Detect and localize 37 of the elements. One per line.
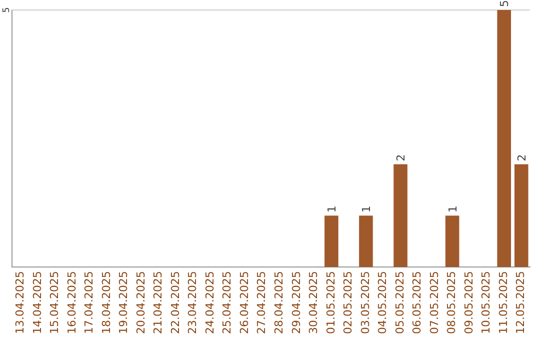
x-tick-label: 14.04.2025 <box>30 271 44 334</box>
x-tick-label: 15.04.2025 <box>48 271 62 334</box>
data-label: 2 <box>515 154 528 162</box>
x-tick-label: 29.04.2025 <box>290 271 303 334</box>
x-tick-label: 19.04.2025 <box>117 271 130 334</box>
x-tick-label: 24.04.2025 <box>203 271 216 334</box>
x-tick-label: 18.04.2025 <box>100 271 113 334</box>
x-tick-label: 30.04.2025 <box>307 271 320 334</box>
data-label: 2 <box>394 154 408 162</box>
x-tick-label: 04.05.2025 <box>376 271 390 334</box>
x-tick-label: 03.05.2025 <box>358 271 372 334</box>
data-label: 1 <box>325 206 338 213</box>
x-tick-label: 07.05.2025 <box>428 271 441 334</box>
x-tick-label: 10.05.2025 <box>480 271 493 334</box>
x-tick-label: 26.04.2025 <box>238 271 251 334</box>
x-tick-label: 25.04.2025 <box>220 271 234 334</box>
x-tick-label: 20.04.2025 <box>134 271 148 334</box>
x-tick-label: 01.05.2025 <box>324 271 338 334</box>
x-tick-label: 28.04.2025 <box>272 271 286 334</box>
x-tick-label: 22.04.2025 <box>168 271 182 334</box>
x-tick-label: 11.05.2025 <box>496 271 510 334</box>
x-tick-label: 21.04.2025 <box>152 271 165 334</box>
data-label: 5 <box>498 0 512 7</box>
x-tick-label: 06.05.2025 <box>410 271 424 334</box>
x-tick-label: 02.05.2025 <box>342 271 355 334</box>
ref-line-label: 5 <box>2 7 12 13</box>
x-tick-label: 17.04.2025 <box>82 271 96 334</box>
x-tick-label: 08.05.2025 <box>445 271 458 334</box>
x-tick-label: 12.05.2025 <box>514 271 528 334</box>
x-tick-label: 05.05.2025 <box>393 271 406 334</box>
x-tick-label: 23.04.2025 <box>186 271 200 334</box>
x-tick-label: 27.04.2025 <box>255 271 268 334</box>
x-tick-label: 13.04.2025 <box>13 271 26 334</box>
data-label: 1 <box>360 206 373 213</box>
x-tick-label: 09.05.2025 <box>462 271 476 334</box>
data-label: 1 <box>446 206 460 213</box>
x-tick-label: 16.04.2025 <box>65 271 78 334</box>
